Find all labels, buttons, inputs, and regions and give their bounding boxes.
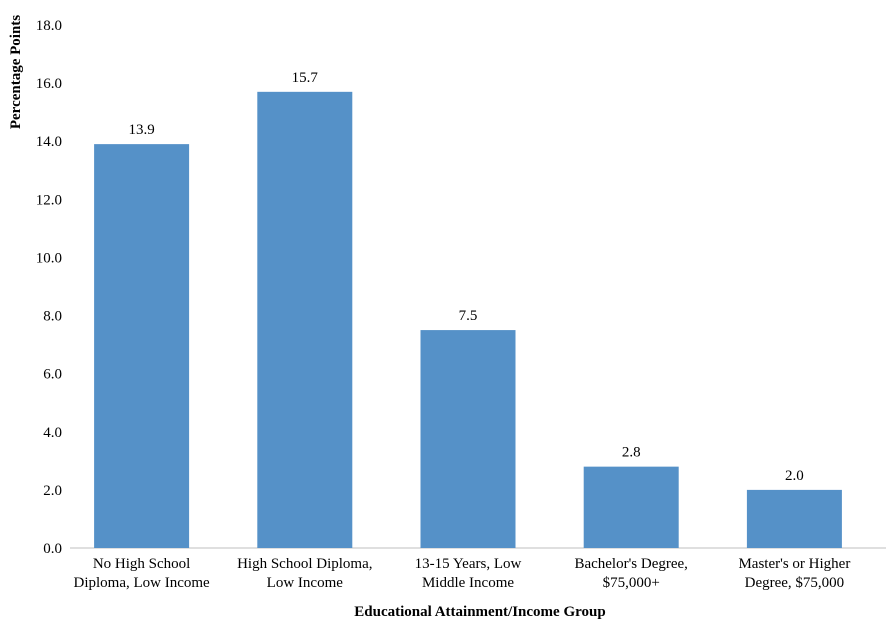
category-label: Bachelor's Degree,	[574, 556, 687, 572]
category-label: $75,000+	[603, 575, 660, 591]
data-label: 15.7	[292, 70, 319, 86]
bar	[94, 144, 190, 548]
bar	[583, 466, 679, 548]
bars	[94, 91, 842, 549]
category-label: Low Income	[267, 575, 344, 591]
y-tick-label: 12.0	[36, 192, 62, 208]
category-labels: No High School Diploma, Low Income High Sc…	[73, 556, 850, 591]
y-tick-label: 14.0	[36, 134, 62, 150]
bar	[257, 91, 353, 549]
y-tick-label: 6.0	[43, 367, 62, 383]
y-tick-label: 8.0	[43, 309, 62, 325]
category-label: Degree, $75,000	[745, 575, 845, 591]
data-label: 13.9	[128, 122, 154, 138]
category-label: No High School	[93, 556, 191, 572]
category-label: Master's or Higher	[738, 556, 850, 572]
y-tick-label: 0.0	[43, 541, 62, 557]
y-axis-title: Percentage Points	[8, 15, 24, 129]
y-tick-label: 16.0	[36, 76, 62, 92]
bar	[746, 489, 842, 548]
category-label: Middle Income	[422, 575, 514, 591]
y-tick-label: 2.0	[43, 483, 62, 499]
y-tick-label: 18.0	[36, 18, 62, 34]
data-label: 2.0	[785, 468, 804, 484]
y-axis-ticks: 0.0 2.0 4.0 6.0 8.0 10.0 12.0 14.0 16.0 18.0	[36, 18, 62, 557]
bar	[420, 330, 516, 548]
x-axis-title: Educational Attainment/Income Group	[354, 604, 605, 620]
y-tick-label: 4.0	[43, 425, 62, 441]
category-label: Diploma, Low Income	[73, 575, 210, 591]
category-label: High School Diploma,	[237, 556, 372, 572]
data-label: 7.5	[459, 308, 478, 324]
data-label: 2.8	[622, 445, 641, 461]
category-label: 13-15 Years, Low	[415, 556, 522, 572]
data-labels: 13.9 15.7 7.5 2.8 2.0	[128, 70, 803, 484]
y-tick-label: 10.0	[36, 250, 62, 266]
